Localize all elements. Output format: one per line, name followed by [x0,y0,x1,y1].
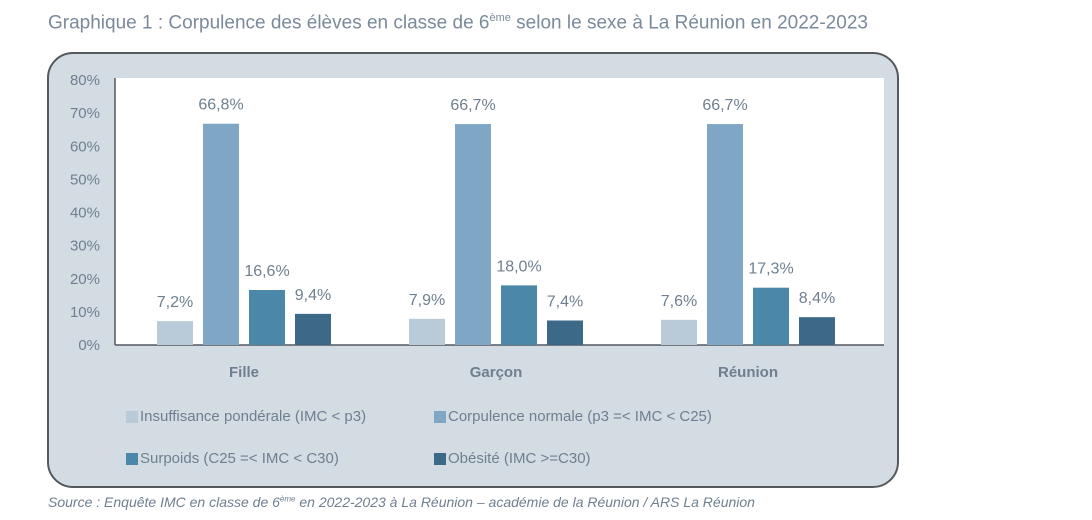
legend-label: Obésité (IMC >=C30) [448,450,591,467]
title-sup: ème [489,12,511,24]
data-label: 18,0% [496,258,541,275]
y-tick-label: 40% [70,205,100,222]
source-note: Source : Enquête IMC en classe de 6ème e… [48,494,755,510]
bar [707,124,743,346]
bar [249,290,285,345]
legend-swatch [434,410,446,423]
legend-swatch [434,452,446,465]
bar [295,313,331,345]
data-label: 7,2% [157,294,193,311]
bar [661,319,697,345]
legend-item-insuffisance: Insuffisance pondérale (IMC < p3) [126,408,366,425]
x-tick-label: Réunion [718,364,778,381]
bar [501,285,537,345]
data-label: 16,6% [244,263,289,280]
legend-swatch [126,452,138,465]
legend-label: Corpulence normale (p3 =< IMC < C25) [448,408,712,425]
bar [203,123,239,345]
legend-swatch [126,410,138,423]
source-text: Source : Enquête IMC en classe de 6 [48,494,280,510]
data-label: 7,4% [547,293,583,310]
legend-item-normale: Corpulence normale (p3 =< IMC < C25) [434,408,712,425]
legend-label: Surpoids (C25 =< IMC < C30) [140,450,339,467]
x-tick-label: Fille [229,364,259,381]
bar [409,318,445,345]
y-tick-label: 10% [70,304,100,321]
data-label: 66,8% [198,97,243,114]
data-label: 9,4% [295,287,331,304]
title-text: Graphique 1 : Corpulence des élèves en c… [48,12,490,34]
bar [547,320,583,345]
y-tick-label: 70% [70,105,100,122]
x-tick-label: Garçon [470,364,523,381]
data-label: 8,4% [799,290,835,307]
y-tick-label: 80% [70,72,100,89]
legend-label: Insuffisance pondérale (IMC < p3) [140,408,367,425]
legend-item-surpoids: Surpoids (C25 =< IMC < C30) [126,450,339,467]
legend-item-obesite: Obésité (IMC >=C30) [434,450,591,467]
data-label: 66,7% [450,97,495,114]
y-tick-label: 20% [70,271,100,288]
data-label: 66,7% [702,97,747,114]
y-tick-label: 30% [70,238,100,255]
source-text-end: en 2022-2023 à La Réunion – académie de … [295,494,755,510]
y-tick-label: 60% [70,138,100,155]
data-label: 17,3% [748,261,793,278]
bar [753,287,789,345]
bar [455,124,491,346]
source-sup: ème [279,494,296,504]
y-tick-label: 50% [70,171,100,188]
bar [157,321,193,345]
title-text-end: selon le sexe à La Réunion en 2022-2023 [510,12,868,34]
y-tick-label: 0% [78,337,100,354]
data-label: 7,9% [409,292,445,309]
data-label: 7,6% [661,293,697,310]
bar [799,317,835,345]
chart-title: Graphique 1 : Corpulence des élèves en c… [48,12,868,34]
